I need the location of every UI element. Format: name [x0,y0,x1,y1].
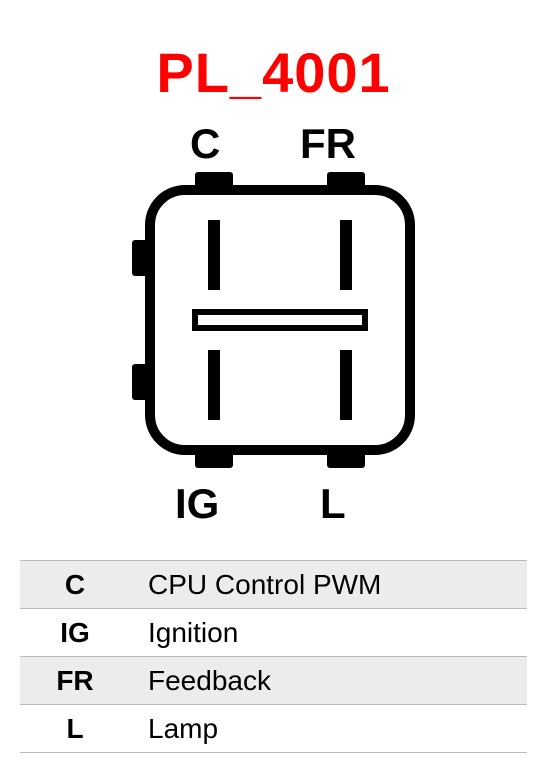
legend-row: IGIgnition [20,609,527,657]
pin-label-c: C [190,120,220,168]
legend-code: FR [20,657,130,705]
connector-part-number: PL_4001 [0,40,547,105]
legend-label: Lamp [130,705,527,753]
pin-label-l: L [320,480,346,528]
legend-row: FRFeedback [20,657,527,705]
connector-svg [0,110,547,540]
pin-label-ig: IG [175,480,219,528]
pin-legend-table: CCPU Control PWMIGIgnitionFRFeedbackLLam… [20,560,527,753]
legend-code: C [20,561,130,609]
legend-row: CCPU Control PWM [20,561,527,609]
legend-label: Feedback [130,657,527,705]
legend-label: Ignition [130,609,527,657]
legend-label: CPU Control PWM [130,561,527,609]
legend-row: LLamp [20,705,527,753]
pin-label-fr: FR [300,120,356,168]
legend-code: L [20,705,130,753]
legend-code: IG [20,609,130,657]
connector-diagram: C FR IG L [0,110,547,540]
